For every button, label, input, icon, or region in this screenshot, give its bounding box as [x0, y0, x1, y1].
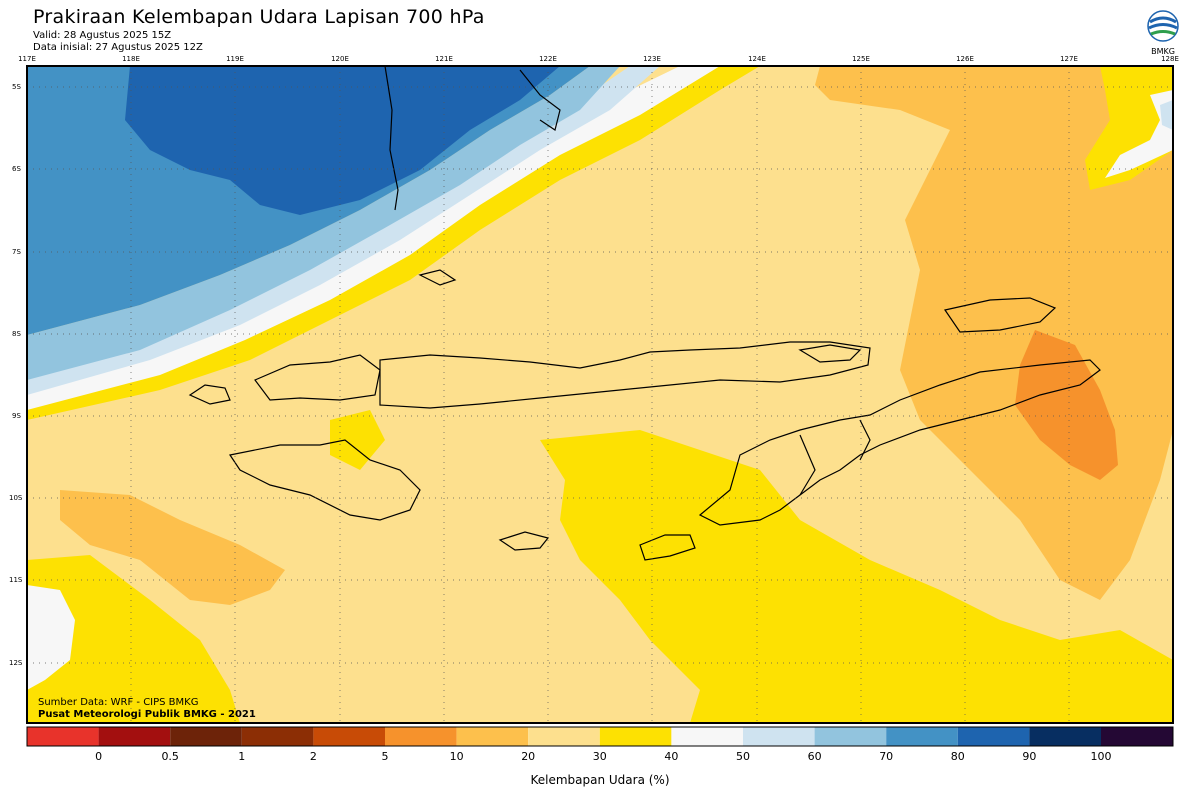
legend-tick: 0.5 [161, 750, 179, 763]
coast-savu [498, 531, 550, 551]
legend-tick: 30 [593, 750, 607, 763]
humidity-50-60-area-ne [1160, 100, 1173, 130]
lon-label: 127E [1060, 55, 1078, 63]
coast-sumbawa [254, 354, 381, 401]
legend-tick: 100 [1091, 750, 1112, 763]
humidity-40-50-band [27, 66, 720, 410]
coast-selayar [418, 269, 457, 286]
legend-tick: 40 [664, 750, 678, 763]
humidity-30-40-area-sw [27, 555, 240, 723]
legend-swatch [671, 727, 743, 746]
initial-time: Data inisial: 27 Agustus 2025 12Z [33, 42, 203, 53]
legend-swatch [743, 727, 815, 746]
map-title: Prakiraan Kelembapan Udara Lapisan 700 h… [33, 6, 485, 28]
coast-alor [798, 344, 862, 363]
lon-label: 121E [435, 55, 453, 63]
coastlines [188, 66, 1101, 561]
legend-tick: 50 [736, 750, 750, 763]
legend-tick: 70 [879, 750, 893, 763]
legend-swatch [599, 727, 672, 746]
legend-frame [26, 726, 1174, 747]
legend-swatch [528, 727, 600, 746]
map-frame [26, 65, 1174, 724]
lat-label: 8S [12, 330, 21, 338]
lat-label: 6S [12, 165, 21, 173]
lon-labels: 117E 118E 119E 120E 121E 122E 123E 124E … [18, 55, 1179, 63]
humidity-field [27, 66, 1173, 723]
border-timor [799, 419, 871, 496]
humidity-30-40-band [27, 66, 760, 420]
legend-tick: 60 [808, 750, 822, 763]
coast-sulawesi [384, 66, 561, 211]
lon-label: 128E [1161, 55, 1179, 63]
humidity-40-50-area-sw [27, 585, 75, 690]
coast-sumba [229, 439, 421, 521]
grid-lines [27, 66, 1173, 723]
legend-swatch [886, 727, 958, 746]
coast-timor [698, 359, 1101, 526]
legend-tick: 10 [450, 750, 464, 763]
lon-label: 119E [226, 55, 244, 63]
lat-label: 11S [9, 576, 23, 584]
legend-swatch [1029, 727, 1101, 746]
legend-tick: 1 [238, 750, 245, 763]
legend-tick: 0 [95, 750, 102, 763]
legend-swatch [27, 727, 99, 746]
legend-swatch [241, 727, 314, 746]
humidity-40-50-area-ne [1105, 90, 1173, 178]
legend-swatch [385, 727, 457, 746]
legend-swatch [814, 727, 887, 746]
lon-label: 118E [122, 55, 140, 63]
lon-label: 125E [852, 55, 870, 63]
coast-lombok [188, 384, 231, 405]
humidity-10-20-area-sw [60, 490, 285, 605]
humidity-5-10-area [1015, 330, 1118, 480]
lon-label: 117E [18, 55, 36, 63]
legend-tick: 90 [1022, 750, 1036, 763]
lon-label: 123E [643, 55, 661, 63]
legend-tick: 2 [310, 750, 317, 763]
data-source: Sumber Data: WRF - CIPS BMKG [38, 697, 199, 708]
lon-label: 122E [539, 55, 557, 63]
lat-label: 12S [9, 659, 23, 667]
lon-label: 126E [956, 55, 974, 63]
bmkg-logo-icon: BMKG [1147, 10, 1179, 56]
legend-colorbar [26, 726, 1174, 747]
humidity-30-40-area-sumba [330, 410, 385, 470]
legend-ticks: 0 0.5 1 2 5 10 20 30 40 50 60 70 80 90 1… [95, 750, 1111, 763]
humidity-30-40-area-south [540, 430, 1173, 723]
lat-label: 10S [9, 494, 23, 502]
lon-label: 120E [331, 55, 349, 63]
lat-label: 9S [12, 412, 21, 420]
lat-labels: 5S 6S 7S 8S 9S 10S 11S 12S [9, 83, 23, 667]
lat-label: 5S [12, 83, 21, 91]
legend-swatch [456, 727, 529, 746]
logo-label: BMKG [1151, 47, 1175, 56]
humidity-60-70-band [27, 66, 620, 380]
legend-title: Kelembapan Udara (%) [530, 773, 670, 787]
valid-time: Valid: 28 Agustus 2025 15Z [33, 30, 172, 41]
legend-swatch [1101, 727, 1173, 746]
legend-swatch [957, 727, 1030, 746]
lon-label: 124E [748, 55, 766, 63]
legend-tick: 80 [951, 750, 965, 763]
coast-wetar [944, 297, 1057, 333]
credit-center: Pusat Meteorologi Publik BMKG - 2021 [38, 709, 256, 720]
coast-rote [639, 534, 696, 561]
legend-tick: 5 [382, 750, 389, 763]
humidity-80-90-area [125, 66, 560, 215]
legend-swatch [170, 727, 242, 746]
lat-label: 7S [12, 248, 21, 256]
coast-flores [379, 341, 871, 409]
legend-tick: 20 [521, 750, 535, 763]
legend-swatch [313, 727, 385, 746]
legend-swatch [98, 727, 171, 746]
